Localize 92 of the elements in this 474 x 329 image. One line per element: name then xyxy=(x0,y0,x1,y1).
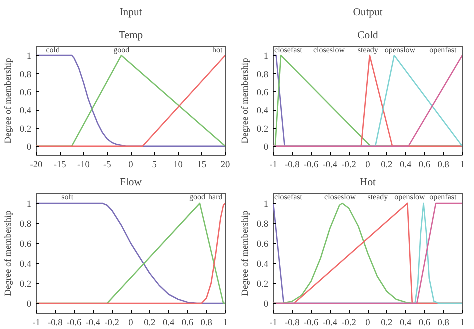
series-label: closefast xyxy=(274,192,304,202)
x-tick-label: -1 xyxy=(32,318,41,328)
x-tick-label: 0.8 xyxy=(200,318,213,328)
y-tick-label: 0.6 xyxy=(20,88,32,98)
x-tick-label: -0.6 xyxy=(304,318,320,328)
x-tick-label: -5 xyxy=(103,160,112,170)
x-tick-label: 1 xyxy=(460,318,466,328)
y-axis-title: Degree of membership xyxy=(240,210,251,296)
y-tick-label: 0.6 xyxy=(20,240,32,250)
y-tick-label: 0 xyxy=(264,142,269,153)
x-tick-label: -0.6 xyxy=(304,160,320,170)
x-tick-label: 0.4 xyxy=(162,318,175,328)
x-tick-label: 1 xyxy=(223,318,228,328)
x-tick-label: -0.4 xyxy=(86,318,101,328)
y-axis-title: Degree of membership xyxy=(240,58,251,144)
series-label: openfast xyxy=(430,192,458,202)
series-label: openslow xyxy=(384,46,416,54)
chart-title: Flow xyxy=(120,178,142,188)
x-tick-label: -0.8 xyxy=(48,318,64,328)
x-tick-label: -0.8 xyxy=(285,160,300,170)
x-tick-label: 0.8 xyxy=(438,318,450,328)
y-tick-label: 0.2 xyxy=(256,280,269,290)
x-tick-label: -0.2 xyxy=(342,160,357,170)
series-label: openslow xyxy=(394,192,426,202)
chart-subtitle: Cold xyxy=(358,30,380,42)
x-tick-label: 0.4 xyxy=(400,318,412,328)
series-label: openfast xyxy=(430,46,458,54)
x-tick-label: 0 xyxy=(366,318,371,328)
x-tick-label: 0.6 xyxy=(418,318,431,328)
y-tick-label: 0.6 xyxy=(256,88,269,98)
x-tick-label: 0.2 xyxy=(381,318,394,328)
y-tick-label: 0.2 xyxy=(20,280,32,290)
y-axis-title: Degree of membership xyxy=(4,58,14,144)
x-tick-label: -0.2 xyxy=(342,318,357,328)
series-label: good xyxy=(114,46,130,54)
y-tick-label: 0.2 xyxy=(20,124,32,135)
chart-subtitle: Temp xyxy=(118,30,144,42)
y-tick-label: 1 xyxy=(26,52,32,62)
x-tick-label: -1 xyxy=(270,318,278,328)
y-tick-label: 0.4 xyxy=(256,106,269,117)
y-tick-label: 0.8 xyxy=(20,70,32,80)
y-tick-label: 1 xyxy=(264,52,269,62)
x-tick-label: 15 xyxy=(197,160,207,170)
x-tick-label: -0.4 xyxy=(322,318,338,328)
x-tick-label: 0 xyxy=(128,160,134,170)
chart-title: Output xyxy=(353,8,383,18)
x-tick-label: -1 xyxy=(270,160,278,170)
chart-title: Hot xyxy=(360,178,376,188)
x-tick-label: -0.8 xyxy=(285,318,300,328)
series-label: hard xyxy=(208,192,223,202)
x-tick-label: 0 xyxy=(128,318,134,328)
y-tick-label: 0.4 xyxy=(20,260,32,270)
x-tick-label: -20 xyxy=(30,160,44,170)
y-tick-label: 1 xyxy=(26,200,32,210)
x-tick-label: 5 xyxy=(152,160,158,170)
y-tick-label: 0 xyxy=(264,300,269,310)
x-tick-label: 10 xyxy=(174,160,184,170)
text: closeslow xyxy=(313,46,346,54)
series-label: closeslow xyxy=(324,192,356,202)
series-label: soft xyxy=(62,192,74,202)
x-tick-label: 0 xyxy=(366,160,371,170)
y-tick-label: 0 xyxy=(26,142,32,153)
y-tick-label: 0.4 xyxy=(256,260,269,270)
x-tick-label: -0.6 xyxy=(66,318,82,328)
series-label: steady xyxy=(358,46,378,54)
x-tick-label: -15 xyxy=(54,160,67,170)
x-tick-label: -0.2 xyxy=(104,318,120,328)
series-label: hot xyxy=(212,46,224,54)
x-tick-label: 0.2 xyxy=(381,160,394,170)
x-tick-label: 0.4 xyxy=(400,160,412,170)
y-tick-label: 0.8 xyxy=(256,220,269,230)
x-tick-label: 1 xyxy=(460,160,466,170)
x-tick-label: 0.2 xyxy=(144,318,156,328)
series-label: closefast xyxy=(274,46,304,54)
x-tick-label: 0.8 xyxy=(438,160,450,170)
x-tick-label: 20 xyxy=(220,160,230,170)
x-tick-label: -0.4 xyxy=(322,160,338,170)
y-tick-label: 0.6 xyxy=(256,240,269,250)
series-label: good xyxy=(190,192,206,202)
x-tick-label: 0.6 xyxy=(182,318,194,328)
y-tick-label: 0.8 xyxy=(256,70,269,80)
x-tick-label: -10 xyxy=(78,160,90,170)
series-label: steady xyxy=(368,192,388,202)
y-tick-label: 0 xyxy=(26,300,32,310)
y-tick-label: 0.2 xyxy=(256,124,269,135)
y-tick-label: 0.4 xyxy=(20,106,32,117)
y-tick-label: 1 xyxy=(264,200,269,210)
y-tick-label: 0.8 xyxy=(20,220,32,230)
chart-title: Input xyxy=(120,8,142,18)
series-label: cold xyxy=(46,46,60,54)
y-axis-title: Degree of membership xyxy=(4,210,14,296)
x-tick-label: 0.6 xyxy=(418,160,431,170)
